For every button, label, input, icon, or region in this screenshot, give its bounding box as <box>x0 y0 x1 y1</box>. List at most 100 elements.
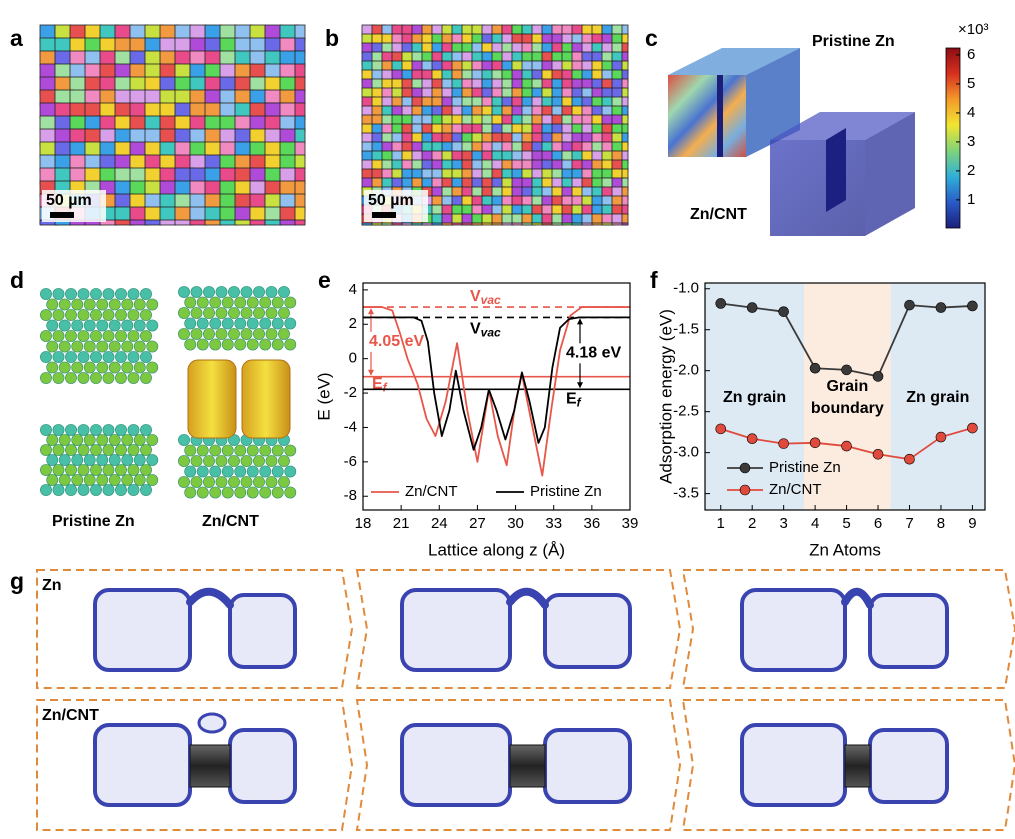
atom <box>83 298 96 311</box>
grain <box>411 87 424 99</box>
plot-frame <box>704 282 986 511</box>
scale-bar <box>50 212 74 218</box>
atom <box>209 444 222 457</box>
atom <box>228 286 240 298</box>
atom <box>40 351 52 363</box>
atom <box>58 434 71 446</box>
atom <box>215 286 228 298</box>
atom <box>127 351 140 363</box>
atom <box>215 328 228 340</box>
grain <box>501 168 513 180</box>
panel-d-structures <box>40 286 297 499</box>
grain <box>441 222 453 226</box>
snapshot-frame <box>681 569 1015 689</box>
atom <box>196 296 209 309</box>
atom <box>83 454 96 466</box>
reference-label: Vvac <box>470 321 501 340</box>
x-tick-label: 7 <box>905 515 913 532</box>
atom <box>102 351 115 363</box>
grain <box>159 102 177 118</box>
atom <box>203 455 215 467</box>
atom <box>83 340 96 353</box>
atom <box>102 330 115 342</box>
atom <box>209 338 222 351</box>
atom <box>284 317 297 330</box>
x-tick-label: 27 <box>469 515 486 532</box>
atom <box>278 476 290 488</box>
structure-label: Pristine Zn <box>52 513 135 530</box>
arrow-head <box>577 318 583 325</box>
grain <box>561 96 573 108</box>
atom <box>40 372 52 384</box>
atom <box>90 464 102 476</box>
atom <box>234 338 247 351</box>
bridge <box>841 587 874 609</box>
atom <box>259 444 272 457</box>
marker <box>841 364 852 376</box>
grain <box>441 204 454 215</box>
atom <box>215 476 228 488</box>
atom <box>46 361 59 374</box>
atom <box>240 328 253 340</box>
grain <box>511 132 523 144</box>
atom <box>90 484 102 496</box>
grain <box>391 42 404 54</box>
x-tick-label: 24 <box>431 515 448 532</box>
grain <box>174 206 191 222</box>
atom <box>221 444 234 457</box>
atom <box>96 454 109 466</box>
cluster <box>740 723 847 807</box>
atom <box>140 444 152 456</box>
atom <box>127 330 140 342</box>
snapshot-frame <box>36 569 354 689</box>
atom <box>65 464 77 476</box>
grain <box>391 168 403 180</box>
atom <box>221 338 234 351</box>
grain <box>471 222 483 226</box>
atom <box>52 424 65 436</box>
atom <box>284 465 297 478</box>
grain <box>501 78 514 89</box>
grain <box>571 159 584 171</box>
grain <box>571 150 583 161</box>
gap-label: 4.18 eV <box>566 345 621 362</box>
atom <box>146 319 159 332</box>
atom <box>115 309 127 321</box>
grain <box>99 115 118 131</box>
atom <box>90 309 102 321</box>
atom <box>184 444 197 457</box>
atom <box>203 476 215 488</box>
atom <box>58 474 71 486</box>
atom <box>52 309 65 321</box>
box-slab <box>826 128 846 212</box>
nanotube <box>241 359 291 439</box>
atom <box>253 286 265 298</box>
atom <box>115 330 127 342</box>
panel-label: d <box>10 267 24 293</box>
grain <box>264 50 282 66</box>
atom <box>209 317 222 330</box>
row-label: Zn <box>42 577 62 594</box>
grain <box>551 87 564 98</box>
atom <box>253 307 265 319</box>
atom <box>140 330 152 342</box>
atom <box>209 296 222 309</box>
cluster <box>740 588 847 672</box>
snapshot-frame <box>36 699 354 831</box>
atom <box>234 317 247 330</box>
atom <box>196 338 209 351</box>
y-tick-label: 4 <box>349 281 357 298</box>
grain <box>279 63 296 78</box>
atom <box>96 434 109 446</box>
marker <box>904 299 915 311</box>
atom <box>96 298 109 311</box>
grain <box>279 37 296 53</box>
atom <box>228 476 240 488</box>
atom <box>46 298 59 311</box>
atom <box>121 361 134 374</box>
atom <box>259 317 272 330</box>
x-tick-label: 39 <box>622 515 639 532</box>
atom <box>221 465 234 478</box>
atom <box>65 444 77 456</box>
nanotube <box>844 744 871 788</box>
